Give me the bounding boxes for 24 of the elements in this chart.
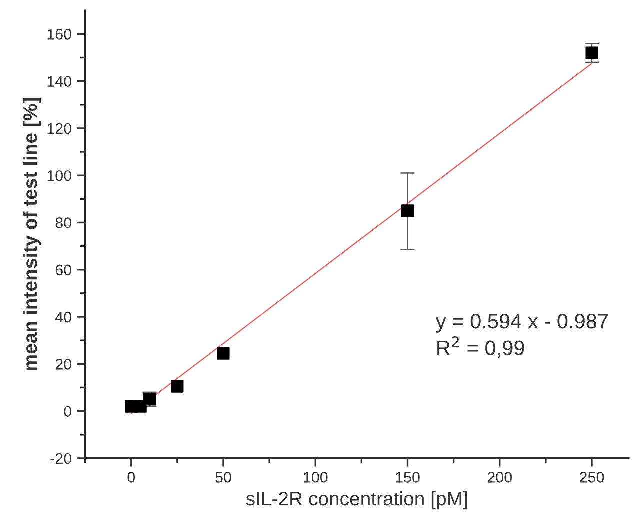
y-tick-label: 80 [56,218,72,228]
y-tick-label: 40 [55,312,72,323]
y-tick-label: 0 [64,406,72,417]
point [217,347,230,360]
x-tick-label: 200 [488,472,512,483]
point [586,46,598,60]
y-tick-label: 140 [48,76,72,87]
annotation: R$^{2}$ = 0,99 [438,336,524,358]
y-tick-label: 100 [48,170,72,182]
x-tick-label: 0 [128,472,136,483]
x-tick-label: 150 [396,472,420,483]
y-axis-title: mean intensity of test line [%] [22,98,42,370]
x-tick-label: 100 [304,472,328,483]
y-tick-label: 160 [48,29,72,40]
x-axis-title: sIL-2R concentration [pM] [246,491,468,510]
y-tick-label: 60 [56,264,72,276]
point [401,204,414,218]
x-tick-label: 250 [580,472,604,483]
y-tick-label: 20 [56,359,72,370]
x-tick-label: 50 [216,472,232,483]
annotation: y = 0.594 x - 0.987 [436,314,608,333]
y-tick-label: -20 [50,453,72,464]
y-tick-label: 120 [48,123,72,134]
point [171,380,184,393]
